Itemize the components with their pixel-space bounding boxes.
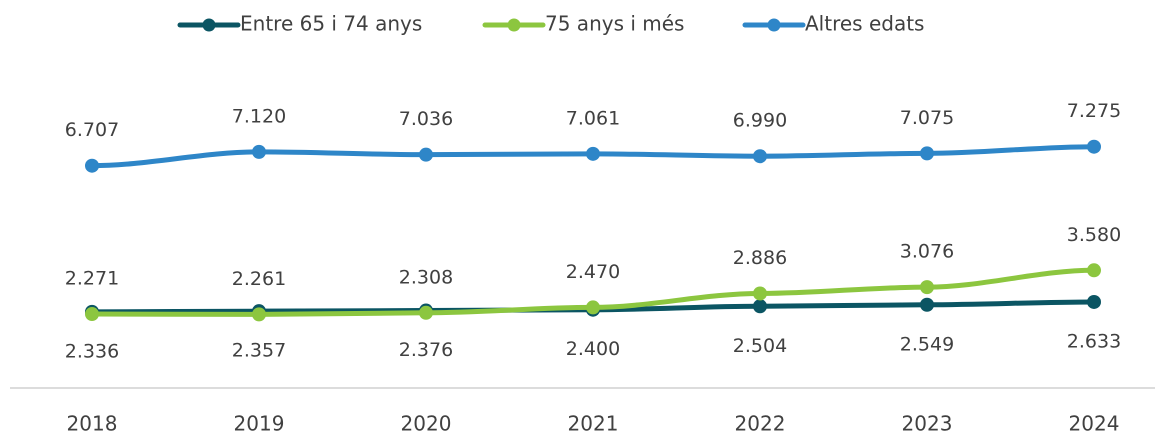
point: [586, 300, 600, 315]
point: [753, 299, 767, 314]
point: [1087, 139, 1101, 154]
point: [920, 146, 934, 161]
x-tick-label: 2023: [902, 412, 953, 436]
data-label: 6.707: [65, 119, 119, 141]
legend-marker: [202, 18, 216, 32]
legend-label: Altres edats: [805, 12, 924, 36]
point: [753, 286, 767, 301]
data-label: 6.990: [733, 110, 787, 132]
x-tick-label: 2024: [1069, 412, 1120, 436]
data-label: 2.336: [65, 340, 119, 362]
point: [85, 307, 99, 322]
point: [419, 147, 433, 162]
data-label: 7.061: [566, 107, 620, 129]
point: [252, 307, 266, 322]
point: [586, 146, 600, 161]
data-label: 3.580: [1067, 224, 1121, 246]
data-label: 2.308: [399, 266, 453, 288]
point: [1087, 263, 1101, 278]
x-tick-label: 2020: [401, 412, 452, 436]
data-label: 2.886: [733, 247, 787, 269]
point: [252, 144, 266, 159]
point: [753, 149, 767, 164]
data-label: 2.271: [65, 268, 119, 290]
point: [1087, 294, 1101, 309]
data-label: 2.261: [232, 268, 286, 290]
point: [920, 280, 934, 295]
legend-label: 75 anys i més: [545, 12, 684, 36]
x-tick-label: 2021: [568, 412, 619, 436]
point: [419, 305, 433, 320]
legend-label: Entre 65 i 74 anys: [240, 12, 422, 36]
data-label: 7.275: [1067, 100, 1121, 122]
data-label: 2.470: [566, 261, 620, 283]
x-tick-label: 2018: [67, 412, 118, 436]
legend-marker: [767, 18, 781, 32]
legend-marker: [507, 18, 521, 32]
data-label: 2.633: [1067, 330, 1121, 352]
data-label: 2.504: [733, 335, 787, 357]
data-label: 3.076: [900, 241, 954, 263]
data-label: 7.075: [900, 107, 954, 129]
data-label: 2.357: [232, 340, 286, 362]
data-label: 2.549: [900, 333, 954, 355]
point: [920, 297, 934, 312]
point: [85, 158, 99, 173]
x-tick-label: 2022: [735, 412, 786, 436]
x-tick-label: 2019: [234, 412, 285, 436]
data-label: 2.400: [566, 338, 620, 360]
data-label: 2.376: [399, 339, 453, 361]
data-label: 7.036: [399, 108, 453, 130]
data-label: 7.120: [232, 105, 286, 127]
